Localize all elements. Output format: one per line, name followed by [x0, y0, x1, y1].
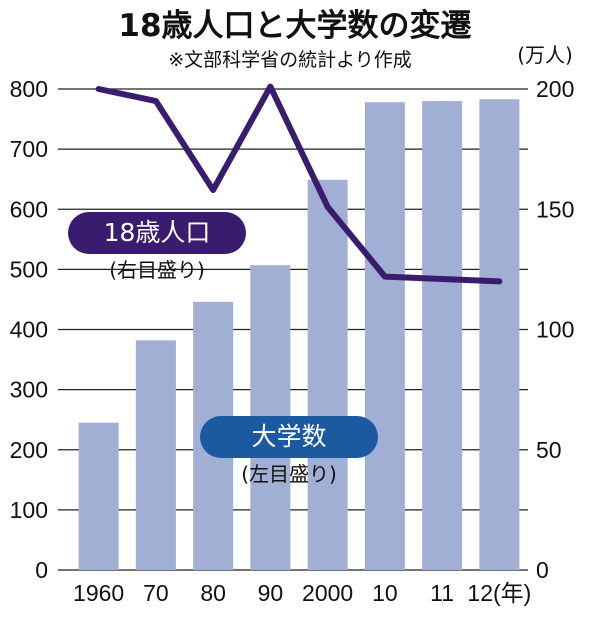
left-tick-label: 500: [10, 256, 48, 282]
left-tick-label: 700: [10, 136, 48, 162]
left-axis: 0 100 200 300 400 500 600 700 800: [10, 76, 48, 583]
right-tick-label: 0: [536, 557, 549, 583]
line-label-box: [68, 212, 246, 254]
bar: [422, 101, 463, 571]
bar-series: [78, 99, 520, 571]
left-tick-label: 300: [10, 377, 48, 403]
left-tick-label: 100: [10, 497, 48, 523]
line-point: [439, 276, 445, 282]
x-tick-label: 10: [372, 580, 398, 606]
right-axis: 0 50 100 150 200: [536, 76, 574, 583]
right-tick-label: 100: [536, 317, 574, 343]
bar-label-box: [200, 416, 378, 458]
right-tick-label: 150: [536, 196, 574, 222]
left-tick-label: 0: [35, 557, 48, 583]
line-point: [325, 204, 331, 210]
x-tick-label: 2000: [302, 580, 353, 606]
line-point: [153, 98, 159, 104]
line-series: [95, 83, 503, 285]
x-tick-label: 11: [430, 580, 454, 606]
left-tick-label: 200: [10, 437, 48, 463]
population-line: [95, 83, 503, 285]
x-tick-label: 90: [258, 580, 284, 606]
right-tick-label: 50: [536, 437, 562, 463]
line-point: [496, 278, 502, 284]
bar-sublabel: (左目盛り): [241, 462, 337, 486]
chart-title: 18歳人口と大学数の変遷: [118, 8, 471, 44]
left-tick-label: 400: [10, 317, 48, 343]
x-tick-label: 12(年): [467, 580, 531, 606]
chart-subtitle: ※文部科学省の統計より作成: [168, 49, 412, 71]
left-tick-label: 600: [10, 196, 48, 222]
line-sublabel: (右目盛り): [109, 258, 205, 282]
right-tick-label: 200: [536, 76, 574, 102]
bar: [307, 179, 348, 570]
bar: [135, 340, 176, 570]
line-point: [96, 86, 102, 92]
right-axis-unit: (万人): [517, 43, 573, 67]
bar: [479, 99, 520, 570]
x-tick-label: 1960: [73, 580, 124, 606]
line-label: 18歳人口: [104, 218, 211, 247]
x-tick-label: 80: [200, 580, 226, 606]
bar-label: 大学数: [251, 422, 326, 451]
line-point: [267, 84, 273, 90]
bar: [78, 422, 119, 570]
bar-series-label: 大学数 (左目盛り): [200, 416, 378, 486]
line-point: [382, 274, 388, 280]
bar: [364, 102, 405, 570]
line-point: [210, 187, 216, 193]
x-tick-label: 70: [143, 580, 169, 606]
line-series-label: 18歳人口 (右目盛り): [68, 212, 246, 282]
x-axis: 1960 70 80 90 2000 10 11 12(年): [73, 580, 531, 606]
left-tick-label: 800: [10, 76, 48, 102]
